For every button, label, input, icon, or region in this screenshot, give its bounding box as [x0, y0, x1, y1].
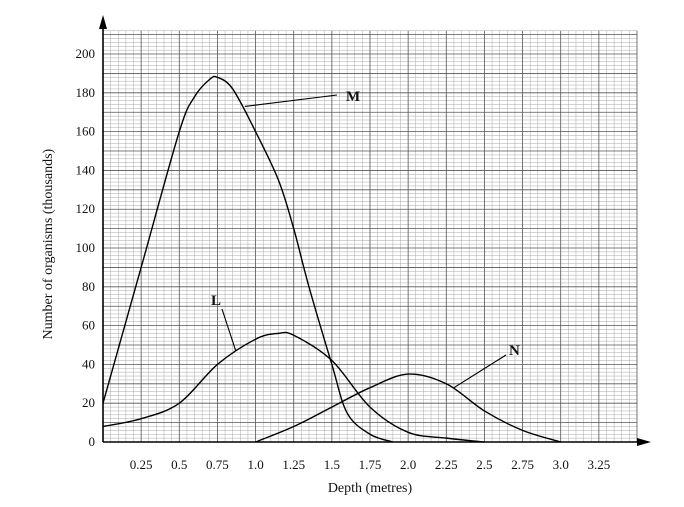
x-tick-label: 1.75 — [359, 457, 382, 472]
x-tick-label: 1.5 — [324, 457, 340, 472]
x-tick-label: 1.0 — [247, 457, 263, 472]
x-tick-label: 3.0 — [553, 457, 569, 472]
y-tick-label: 80 — [82, 279, 95, 294]
series-line-m — [102, 75, 394, 443]
leader-line-l — [221, 308, 237, 352]
leader-line-m — [244, 94, 338, 107]
series-label-n: N — [509, 343, 520, 359]
x-tick-label: 2.5 — [476, 457, 492, 472]
y-tick-label: 200 — [76, 46, 96, 61]
y-tick-label: 0 — [89, 434, 96, 449]
x-axis-title: Depth (metres) — [328, 481, 413, 496]
x-tick-label: 2.25 — [435, 457, 458, 472]
series-label-l: L — [211, 293, 221, 309]
x-tick-label: 3.25 — [587, 457, 610, 472]
y-tick-label: 40 — [82, 356, 95, 371]
y-tick-label: 160 — [76, 124, 96, 139]
tick-labels: 0 20 40 60 80 100 120 140 160 180 200 0.25 0.5 0.75 1.… — [76, 46, 611, 472]
x-tick-label: 0.5 — [171, 457, 187, 472]
x-tick-label: 0.25 — [130, 457, 153, 472]
series-line-l — [102, 331, 485, 443]
x-tick-label: 2.0 — [400, 457, 416, 472]
x-tick-label: 2.75 — [511, 457, 534, 472]
y-tick-label: 60 — [82, 318, 95, 333]
y-tick-label: 140 — [76, 162, 96, 177]
curve-labels: M L N — [211, 89, 520, 389]
y-tick-label: 20 — [82, 395, 95, 410]
x-axis-arrow — [637, 438, 651, 446]
y-axis-arrow — [99, 15, 107, 29]
series-line-n — [255, 373, 561, 443]
y-tick-label: 120 — [76, 201, 96, 216]
y-tick-label: 180 — [76, 85, 96, 100]
x-tick-label: 0.75 — [206, 457, 229, 472]
y-tick-label: 100 — [76, 240, 96, 255]
major-grid — [102, 30, 638, 443]
y-axis-title: Number of organisms (thousands) — [41, 148, 56, 339]
x-tick-label: 1.25 — [282, 457, 305, 472]
series-label-m: M — [346, 89, 360, 105]
axes — [99, 15, 651, 446]
data-curves — [102, 75, 561, 443]
leader-line-n — [453, 354, 507, 389]
